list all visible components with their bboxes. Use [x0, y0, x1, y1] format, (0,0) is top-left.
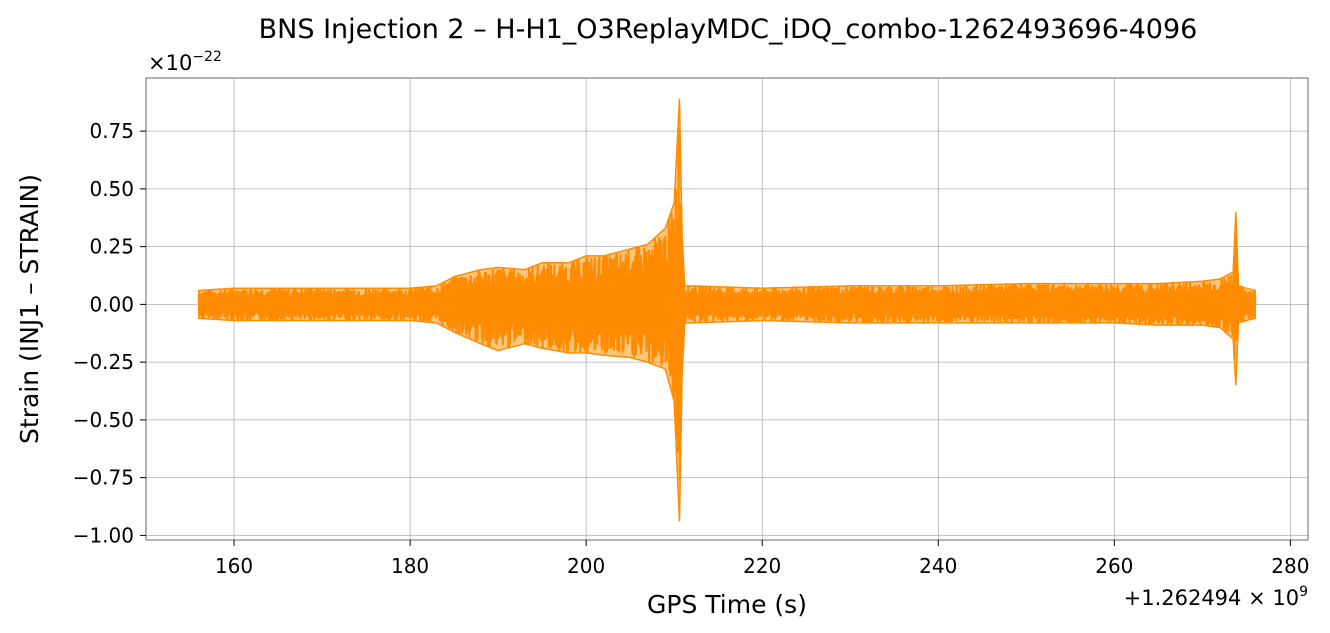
x-tick-label: 200 [567, 554, 605, 578]
x-tick-label: 280 [1271, 554, 1309, 578]
x-tick-label: 160 [215, 554, 253, 578]
y-tick-label: 0.75 [89, 119, 134, 143]
x-tick-label: 220 [743, 554, 781, 578]
y-scale-factor-base: ×10 [148, 51, 192, 75]
x-ticks: 160 180 200 220 240 260 280 [215, 540, 1309, 578]
y-tick-label: 0.50 [89, 177, 134, 201]
y-tick-label: 0.25 [89, 235, 134, 259]
x-tick-label: 240 [919, 554, 957, 578]
y-tick-label: −0.75 [73, 466, 134, 490]
y-tick-label: −0.50 [73, 408, 134, 432]
series-layer [197, 98, 1257, 522]
strain-envelope [198, 98, 1256, 522]
y-tick-label: −0.25 [73, 350, 134, 374]
x-offset-base: +1.262494 × 10 [1124, 586, 1299, 610]
chart-title: BNS Injection 2 – H-H1_O3ReplayMDC_iDQ_c… [259, 14, 1198, 45]
y-tick-label: −1.00 [73, 523, 134, 547]
x-offset-text: +1.262494 × 109 [1124, 584, 1308, 610]
x-tick-label: 180 [391, 554, 429, 578]
y-axis-label: Strain (INJ1 – STRAIN) [15, 174, 44, 444]
x-offset-exponent: 9 [1299, 584, 1308, 600]
x-tick-label: 260 [1095, 554, 1133, 578]
y-scale-factor: ×10−22 [148, 49, 222, 75]
x-axis-label: GPS Time (s) [647, 590, 807, 619]
plot-frame [145, 77, 1309, 541]
y-scale-factor-exponent: −22 [192, 49, 222, 65]
y-tick-label: 0.00 [89, 292, 134, 316]
y-ticks: 0.75 0.50 0.25 0.00 −0.25 −0.50 −0.75 −1.00 [73, 119, 146, 547]
